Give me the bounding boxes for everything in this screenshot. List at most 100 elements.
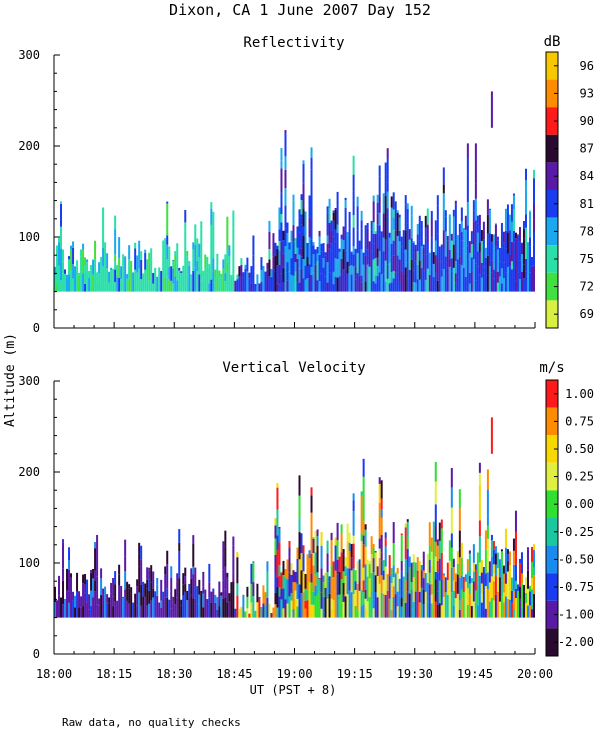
data-cell [174, 251, 177, 256]
data-cell [86, 579, 89, 603]
data-cell [366, 264, 369, 292]
data-cell [124, 556, 127, 572]
data-cell [390, 573, 393, 584]
data-cell [270, 268, 273, 277]
data-cell [124, 597, 127, 618]
data-cell [452, 591, 455, 606]
data-cell [62, 261, 65, 274]
data-cell [230, 275, 233, 292]
data-cell [324, 587, 327, 597]
data-cell [344, 575, 347, 597]
data-cell [224, 530, 227, 547]
data-cell [386, 191, 389, 209]
data-cell [514, 232, 517, 239]
data-cell [404, 523, 407, 528]
data-cell [368, 266, 371, 292]
data-cell [426, 565, 429, 583]
data-cell [370, 573, 373, 592]
data-cell [146, 567, 149, 580]
data-cell [134, 593, 137, 600]
data-cell [522, 238, 525, 265]
data-cell [416, 279, 419, 292]
data-cell [178, 592, 181, 618]
data-cell [260, 257, 263, 270]
data-cell [128, 279, 131, 292]
data-cell [482, 590, 485, 618]
data-cell [176, 573, 179, 582]
data-cell [208, 266, 211, 284]
data-cell [280, 168, 283, 193]
data-cell [432, 277, 435, 292]
data-cell [478, 499, 481, 521]
data-cell [174, 604, 177, 618]
data-cell [146, 272, 149, 292]
data-cell [390, 272, 393, 283]
data-cell [494, 576, 497, 595]
data-cell [376, 213, 379, 225]
data-cell [494, 594, 497, 618]
data-cell [456, 251, 459, 260]
data-cell [334, 229, 337, 242]
data-cell [342, 240, 345, 250]
data-cell [440, 528, 443, 553]
data-cell [464, 276, 467, 292]
data-cell [210, 270, 213, 280]
data-cell [388, 232, 391, 238]
data-cell [498, 577, 501, 602]
data-cell [146, 259, 149, 273]
data-cell [450, 592, 453, 618]
data-cell [414, 244, 417, 249]
data-cell [192, 543, 195, 567]
data-cell [100, 256, 103, 272]
data-cell [454, 204, 457, 225]
data-cell [300, 570, 303, 593]
data-cell [310, 169, 313, 196]
data-cell [210, 202, 213, 209]
data-cell [412, 270, 415, 283]
data-cell [266, 571, 269, 598]
data-cell [410, 268, 413, 292]
data-cell [392, 217, 395, 230]
data-cell [382, 273, 385, 292]
data-cell [62, 249, 65, 262]
data-cell [110, 270, 113, 292]
data-cell [320, 608, 323, 618]
colorbar-swatch [546, 490, 558, 518]
data-cell [454, 581, 457, 599]
colorbar-swatch [546, 518, 558, 546]
data-cell [322, 597, 325, 618]
data-cell [378, 176, 381, 197]
data-cell [446, 267, 449, 292]
data-cell [344, 269, 347, 292]
data-cell [314, 585, 317, 596]
data-cell [188, 597, 191, 618]
data-cell [434, 272, 437, 292]
data-cell [146, 579, 149, 589]
data-cell [200, 280, 203, 292]
data-cell [526, 605, 529, 618]
data-cell [204, 596, 207, 618]
data-cell [530, 546, 533, 562]
data-cell [70, 577, 73, 596]
data-cell [96, 604, 99, 618]
data-cell [152, 588, 155, 598]
data-cell [400, 535, 403, 562]
data-cell [230, 590, 233, 618]
data-cell [236, 552, 239, 558]
data-cell [212, 211, 215, 214]
data-cell [204, 589, 207, 597]
data-cell [252, 561, 255, 563]
data-cell [452, 567, 455, 581]
data-cell [378, 212, 381, 226]
data-cell [302, 592, 305, 618]
data-cell [430, 551, 433, 567]
data-cell [310, 512, 313, 530]
data-cell [400, 236, 403, 247]
data-cell [284, 599, 287, 618]
data-cell [322, 575, 325, 583]
data-cell [442, 193, 445, 209]
data-cell [478, 536, 481, 563]
data-cell [474, 570, 477, 591]
data-cell [300, 553, 303, 571]
data-cell [232, 210, 235, 213]
